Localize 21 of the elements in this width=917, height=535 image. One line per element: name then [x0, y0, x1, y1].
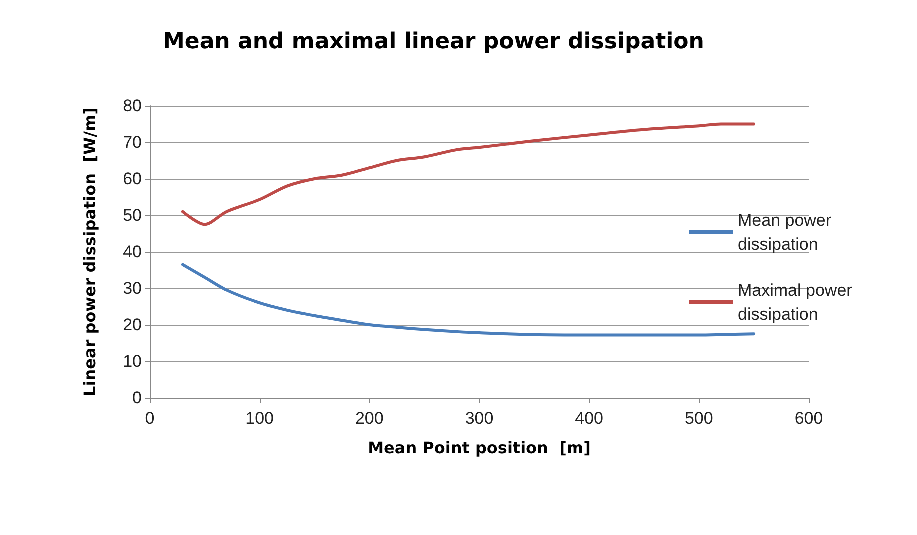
x-tick-label: 600: [794, 409, 824, 428]
y-tick-label: 70: [123, 133, 142, 152]
x-tick-label: 0: [145, 409, 155, 428]
legend-label: Mean power dissipation: [738, 211, 836, 254]
chart-title: Mean and maximal linear power dissipation: [163, 30, 704, 54]
x-tick-label: 200: [355, 409, 384, 428]
y-tick-label: 30: [123, 279, 142, 298]
x-tick-label: 100: [246, 409, 274, 428]
y-tick-label: 50: [123, 206, 142, 225]
y-tick-label: 10: [123, 352, 142, 371]
y-tick-label: 20: [123, 316, 142, 334]
x-tick-label: 300: [465, 409, 494, 428]
legend-label: Maximal power dissipation: [738, 281, 858, 324]
y-axis-title: Linear power dissipation [W/m]: [80, 108, 100, 396]
x-axis-title: Mean Point position [m]: [368, 438, 591, 458]
y-tick-label: 80: [123, 96, 142, 116]
y-tick-label: 60: [123, 170, 142, 188]
x-tick-label: 500: [684, 409, 714, 428]
x-tick-label: 400: [575, 409, 604, 428]
y-tick-label: 0: [132, 388, 142, 408]
y-tick-label: 40: [123, 242, 142, 262]
